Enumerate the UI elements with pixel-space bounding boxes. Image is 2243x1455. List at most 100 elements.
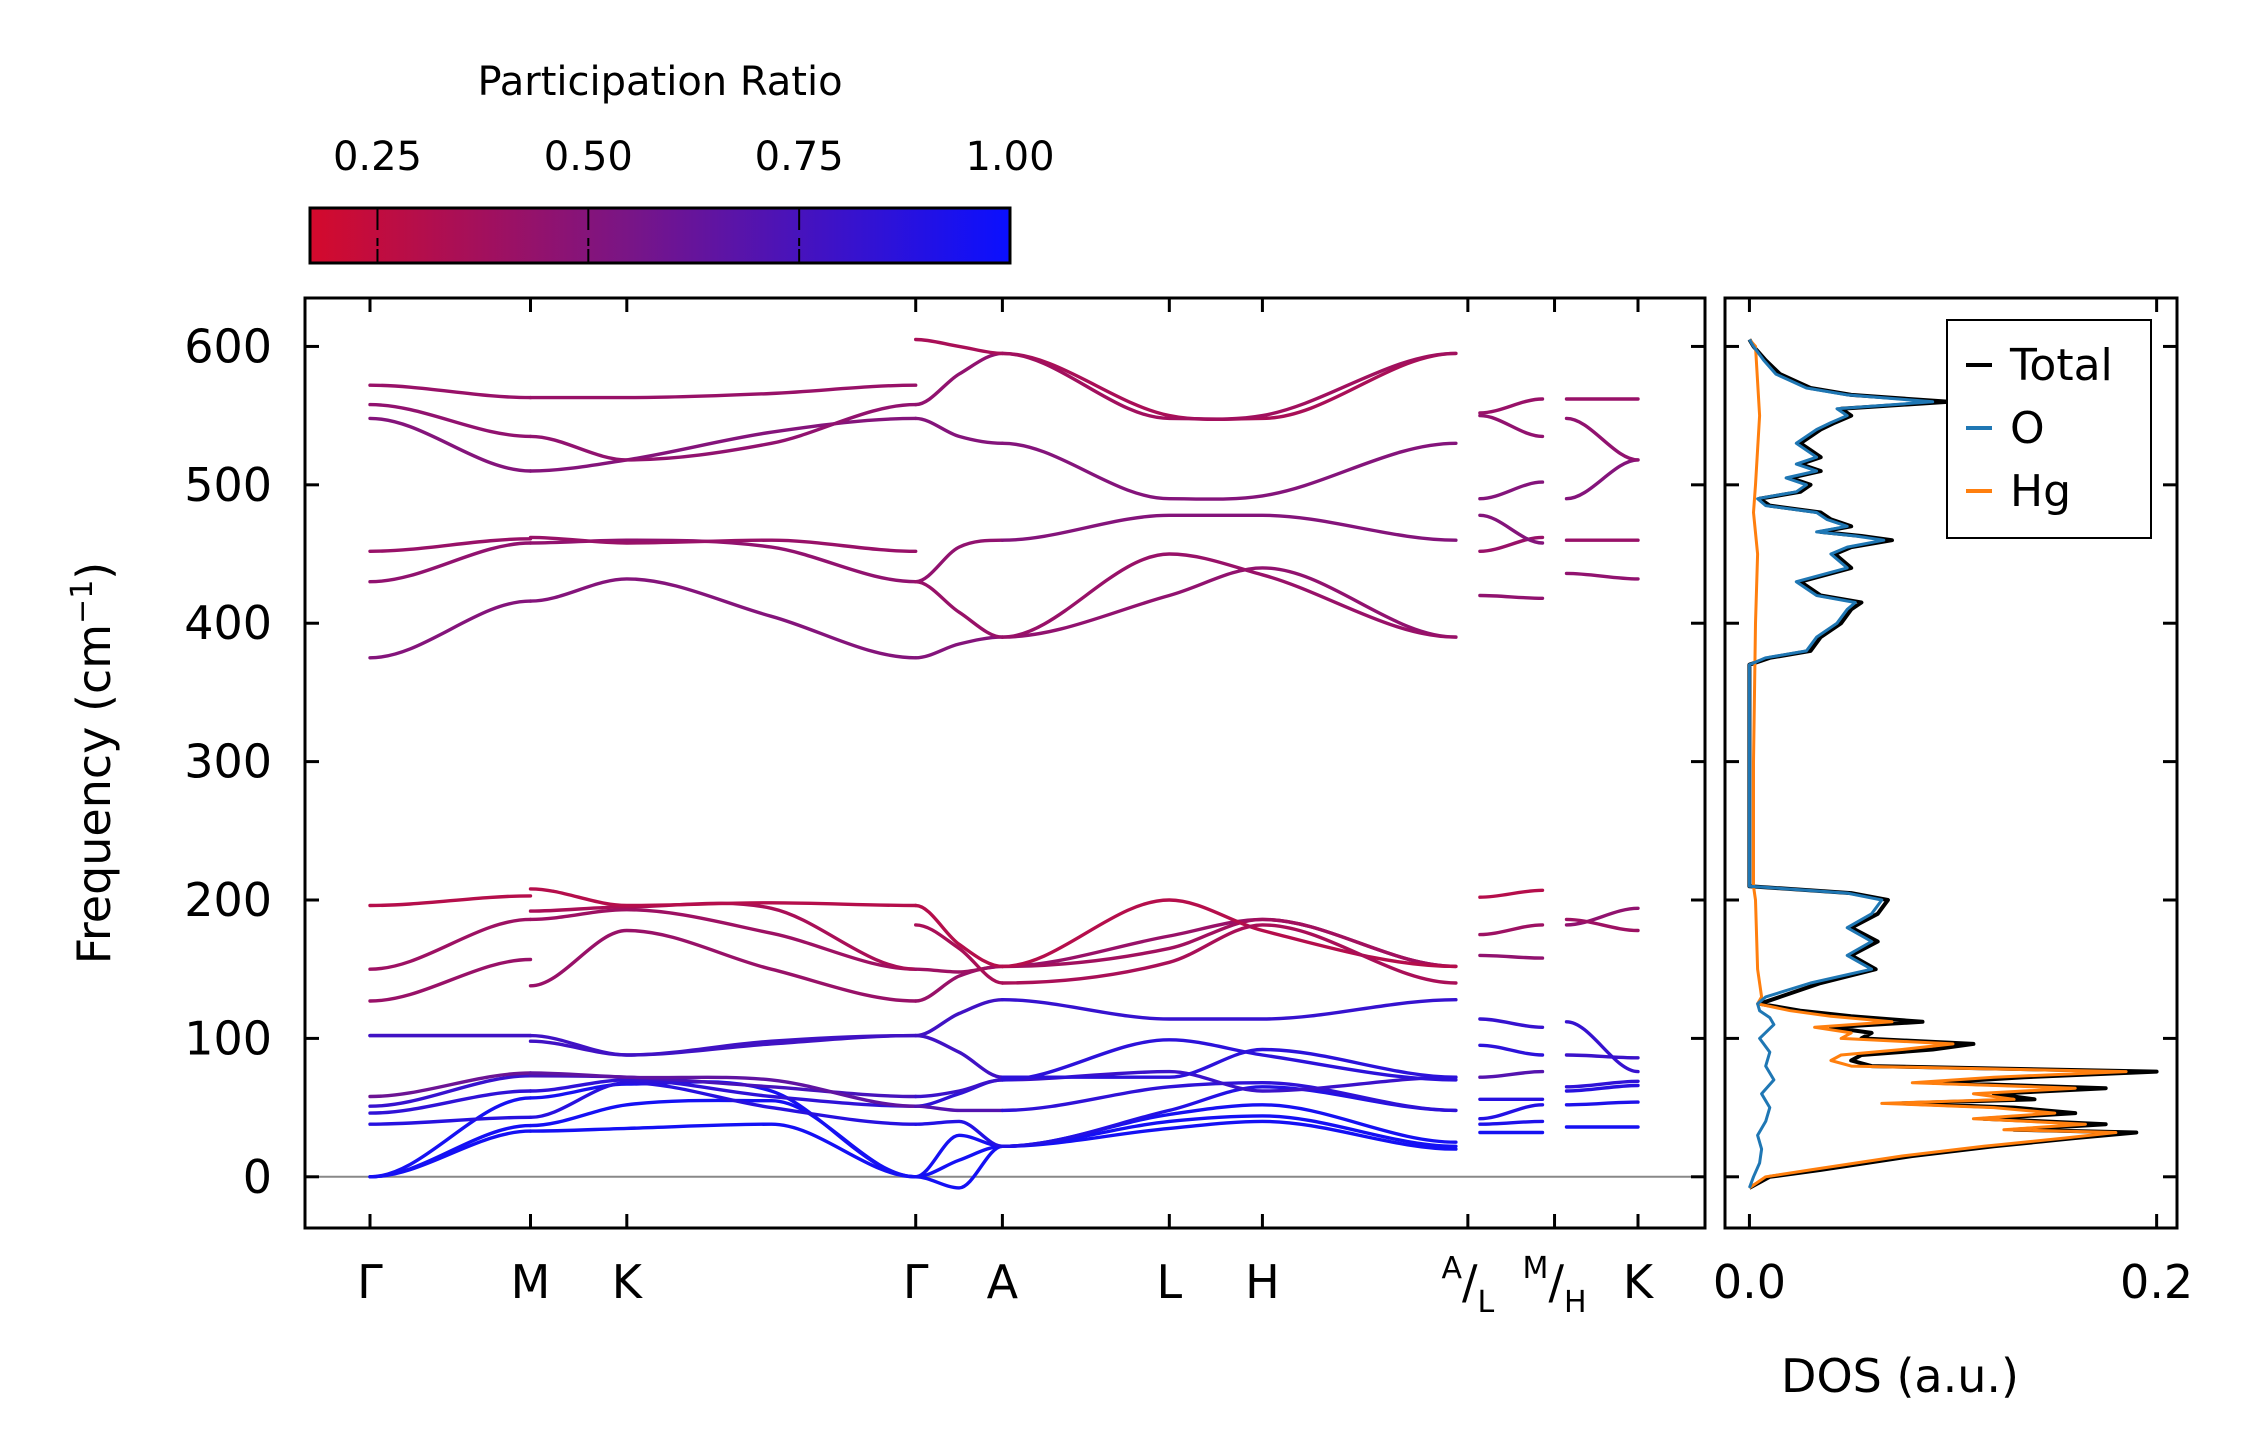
phonon-band-line (368, 1115, 533, 1126)
kpoint-label: Γ (903, 1255, 929, 1309)
phonon-band-line (1000, 441, 1458, 501)
phonon-band-line (528, 383, 918, 400)
phonon-band-line (1000, 998, 1458, 1021)
phonon-band-line (914, 580, 1005, 639)
phonon-band-line (1478, 413, 1545, 439)
phonon-band-line (528, 928, 918, 1003)
kpoint-label: K (612, 1255, 644, 1309)
phonon-band-line (368, 402, 533, 439)
band-plot-frame (303, 296, 1707, 1230)
phonon-band-line (1478, 923, 1545, 937)
frequency-tick-label: 600 (184, 319, 272, 373)
colorbar-title: Participation Ratio (477, 59, 842, 105)
colorbar-tick-label: 0.25 (333, 134, 422, 180)
phonon-band-line (1564, 1020, 1640, 1074)
phonon-band-line (914, 903, 1005, 969)
frequency-axis-title: Frequency (cm−1) (65, 562, 121, 965)
phonon-band-line (1000, 923, 1458, 985)
phonon-band-line (914, 1144, 1005, 1179)
phonon-band-line (528, 402, 918, 462)
dos-tick-label: 0.2 (2120, 1255, 2193, 1309)
kpoint-label: A/L (1441, 1251, 1494, 1320)
phonon-band-line (368, 416, 533, 473)
phonon-band-line (528, 577, 918, 660)
phonon-band-line (1564, 1083, 1640, 1093)
frequency-tick-label: 0 (243, 1150, 272, 1204)
phonon-band-line (528, 1098, 918, 1179)
phonon-band-line (914, 351, 1005, 407)
dos-legend: Total O Hg (1946, 319, 2152, 539)
phonon-band-line (1478, 480, 1545, 501)
frequency-axis-ticks: 0 100 200 300 400 500 600 (184, 319, 1705, 1204)
phonon-band-line (1478, 535, 1545, 553)
kpoint-label: A (987, 1255, 1019, 1309)
frequency-tick-label: 300 (184, 735, 272, 789)
legend-label: Total (2009, 340, 2113, 391)
phonon-band-line (528, 907, 918, 971)
dos-curve-o (1747, 338, 1935, 1189)
phonon-band-line (368, 541, 533, 584)
colorbar-ticks: 0.25 0.50 0.75 1.00 (333, 134, 1055, 263)
phonon-band-line (914, 1033, 1005, 1079)
phonon-band-line (914, 1078, 1005, 1108)
phonon-band-line (368, 1071, 533, 1099)
phonon-band-line (528, 1080, 918, 1126)
phonon-band-line (368, 599, 533, 660)
phonon-band-line (914, 538, 1005, 584)
phonon-band-line (528, 887, 918, 908)
phonon-band-line (528, 1071, 918, 1108)
phonon-band-line (1000, 1119, 1458, 1151)
phonon-band-line (1478, 888, 1545, 899)
phonon-band-line (1000, 552, 1458, 639)
phonon-bands (368, 337, 1640, 1190)
frequency-tick-label: 100 (184, 1011, 272, 1065)
phonon-band-line (914, 923, 1005, 985)
dos-panel: 0.0 0.2 DOS (a.u.) Total O Hg (1713, 296, 2193, 1403)
kpoint-label: L (1157, 1255, 1183, 1309)
phonon-band-line (528, 1122, 918, 1179)
phonon-band-line (1564, 458, 1640, 501)
phonon-band-line (528, 1078, 918, 1108)
dos-axis-title: DOS (a.u.) (1781, 1349, 2019, 1403)
phonon-band-line (1564, 1100, 1640, 1107)
phonon-band-line (1000, 351, 1458, 422)
phonon-band-line (1000, 351, 1458, 421)
kpoint-label: K (1623, 1255, 1655, 1309)
dos-plot-frame (1723, 296, 2179, 1230)
phonon-band-line (1000, 1114, 1458, 1148)
kpoint-label: M (511, 1255, 551, 1309)
phonon-band-line (1478, 397, 1545, 415)
phonon-band-line (1000, 566, 1458, 639)
frequency-tick-label: 200 (184, 873, 272, 927)
phonon-band-line (914, 416, 1005, 445)
phonon-band-line (914, 1119, 1005, 1148)
dos-axis-ticks: 0.0 0.2 (1713, 298, 2193, 1309)
kpoint-label: M/H (1523, 1251, 1587, 1320)
frequency-tick-label: 400 (184, 596, 272, 650)
phonon-band-line (1478, 1069, 1545, 1079)
colorbar-tick-label: 0.50 (544, 134, 633, 180)
colorbar-tick-label: 0.75 (755, 134, 844, 180)
phonon-band-line (368, 1089, 533, 1115)
phonon-band-line (1000, 513, 1458, 542)
phonon-band-line (1478, 513, 1545, 545)
phonon-band-line (914, 964, 1005, 974)
frequency-tick-label: 500 (184, 458, 272, 512)
phonon-band-line (914, 337, 1005, 356)
phonon-band-line (528, 1033, 918, 1057)
phonon-band-line (1478, 953, 1545, 960)
band-structure-panel: Γ M K Γ A L H A/L M/H K 0 100 200 300 400 500 600 Frequ… (65, 296, 1707, 1320)
dos-tick-label: 0.0 (1713, 1255, 1786, 1309)
phonon-band-line (1478, 1119, 1545, 1126)
phonon-band-line (914, 1078, 1005, 1099)
phonon-band-line (1478, 593, 1545, 600)
phonon-band-line (528, 535, 918, 553)
phonon-band-line (368, 917, 533, 971)
phonon-band-line (1000, 1038, 1458, 1082)
kpoint-label: H (1245, 1255, 1280, 1309)
legend-label: O (2010, 403, 2045, 454)
phonon-band-line (1564, 1053, 1640, 1060)
phonon-band-line (1000, 1047, 1458, 1079)
phonon-band-line (368, 1074, 533, 1108)
